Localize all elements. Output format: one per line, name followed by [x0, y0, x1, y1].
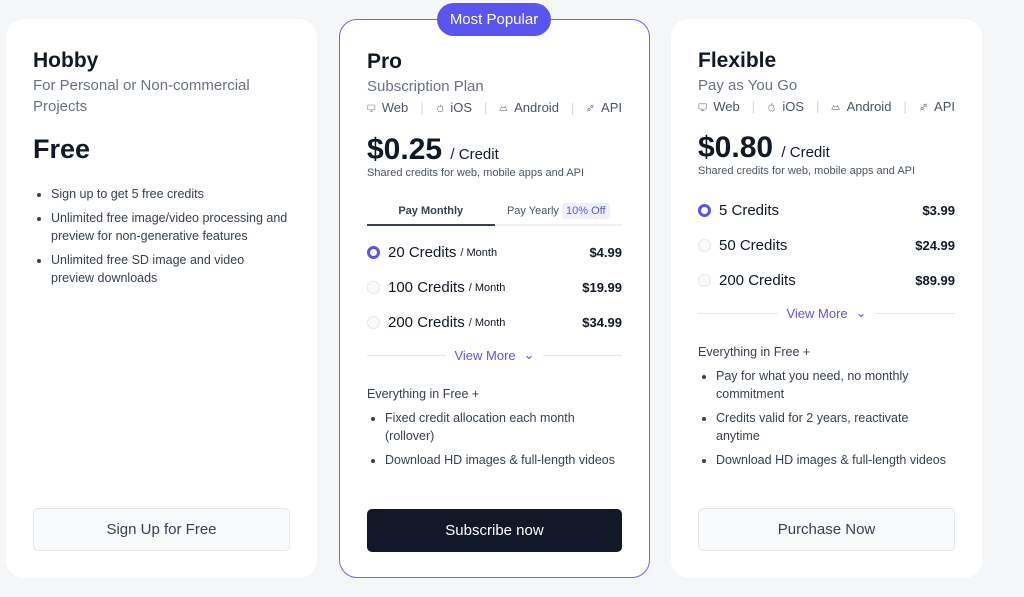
feature-item: Credits valid for 2 years, reactivate an…: [716, 409, 955, 445]
platform-web: Web: [381, 100, 409, 115]
subscribe-button[interactable]: Subscribe now: [367, 509, 622, 552]
apple-icon: [436, 103, 443, 112]
platform-android: Android: [514, 100, 559, 115]
billing-tabs: Pay Monthly Pay Yearly 10% Off: [367, 198, 622, 226]
platform-list: Web | iOS | Android | API: [698, 99, 955, 114]
platform-list: Web | iOS | Android | API: [367, 100, 622, 115]
android-icon: [831, 104, 841, 110]
hobby-plan-card: Hobby For Personal or Non-commercial Pro…: [6, 19, 317, 578]
credit-option[interactable]: 200 Credits $89.99: [698, 263, 955, 298]
radio[interactable]: [367, 316, 380, 329]
platform-ios: iOS: [450, 100, 472, 115]
plan-title: Flexible: [698, 49, 777, 72]
radio-selected[interactable]: [367, 246, 380, 259]
platform-api: API: [601, 100, 622, 115]
flexible-plan-card: Flexible Pay as You Go Web | iOS | Android…: [671, 19, 982, 578]
view-more-button[interactable]: View More ⌄: [698, 305, 955, 321]
credit-option[interactable]: 200 Credits / Month $34.99: [367, 305, 622, 340]
credit-options: 5 Credits $3.99 50 Credits $24.99 200 Cred…: [698, 193, 955, 298]
android-icon: [499, 105, 508, 111]
feature-list: Everything in Free + Fixed credit alloca…: [367, 385, 622, 475]
feature-item: Sign up to get 5 free credits: [51, 185, 290, 203]
plug-icon: [919, 102, 928, 111]
plug-icon: [587, 104, 595, 111]
feature-item: Fixed credit allocation each month (roll…: [385, 409, 622, 445]
credit-option[interactable]: 100 Credits / Month $19.99: [367, 270, 622, 305]
credit-option[interactable]: 50 Credits $24.99: [698, 228, 955, 263]
credit-options: 20 Credits / Month $4.99 100 Credits / Mont…: [367, 235, 622, 340]
radio[interactable]: [698, 239, 711, 252]
feature-list: Everything in Free + Pay for what you ne…: [698, 343, 955, 475]
plan-subtitle: For Personal or Non-commercial Projects: [33, 77, 250, 115]
feature-list: Sign up to get 5 free credits Unlimited …: [33, 179, 290, 293]
tab-pay-monthly[interactable]: Pay Monthly: [367, 198, 495, 226]
feature-item: Unlimited free SD image and video previe…: [51, 251, 290, 287]
credit-option[interactable]: 5 Credits $3.99: [698, 193, 955, 228]
plan-title: Pro: [367, 50, 403, 73]
plan-subtitle: Subscription Plan: [367, 78, 484, 95]
feature-item: Pay for what you need, no monthly commit…: [716, 367, 955, 403]
platform-ios: iOS: [782, 99, 804, 114]
platform-web: Web: [713, 99, 740, 114]
plan-price: $0.80 / Credit: [698, 131, 830, 164]
radio-selected[interactable]: [698, 204, 711, 217]
monitor-icon: [698, 103, 707, 111]
feature-item: Download HD images & full-length videos: [385, 451, 622, 469]
discount-badge: 10% Off: [562, 203, 610, 219]
chevron-down-icon: ⌄: [855, 305, 867, 320]
view-more-button[interactable]: View More ⌄: [367, 347, 622, 363]
purchase-now-button[interactable]: Purchase Now: [698, 508, 955, 551]
feature-item: Download HD images & full-length videos: [716, 451, 955, 469]
plan-price: Free: [33, 134, 91, 164]
plan-price: $0.25 / Credit: [367, 133, 499, 166]
chevron-down-icon: ⌄: [523, 347, 535, 362]
plan-title: Hobby: [33, 49, 99, 72]
platform-api: API: [934, 99, 955, 114]
price-note: Shared credits for web, mobile apps and …: [698, 165, 916, 177]
price-note: Shared credits for web, mobile apps and …: [367, 167, 585, 179]
sign-up-button[interactable]: Sign Up for Free: [33, 508, 290, 551]
most-popular-badge: Most Popular: [437, 3, 551, 36]
plan-subtitle: Pay as You Go: [698, 77, 798, 94]
feature-item: Unlimited free image/video processing an…: [51, 209, 290, 245]
credit-option[interactable]: 20 Credits / Month $4.99: [367, 235, 622, 270]
pro-plan-card: Pro Subscription Plan Web | iOS | Android |…: [339, 19, 650, 578]
radio[interactable]: [367, 281, 380, 294]
radio[interactable]: [698, 274, 711, 287]
monitor-icon: [367, 104, 376, 112]
tab-pay-yearly[interactable]: Pay Yearly 10% Off: [495, 198, 623, 224]
apple-icon: [768, 102, 775, 111]
platform-android: Android: [846, 99, 892, 114]
